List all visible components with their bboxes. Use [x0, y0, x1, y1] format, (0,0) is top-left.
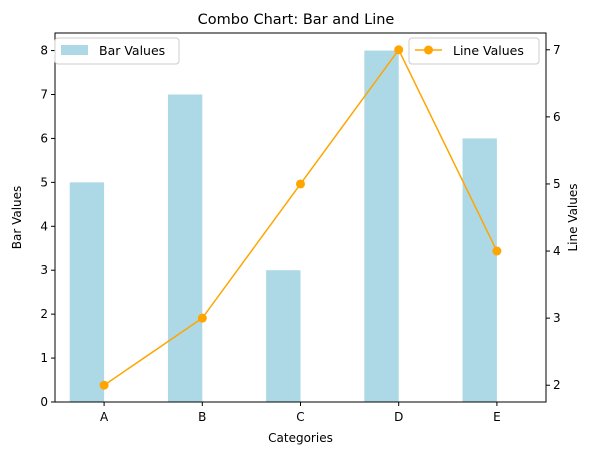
- legend-line: Line Values: [408, 37, 540, 65]
- legend-line-box: [408, 37, 540, 65]
- left-y-tick-label: 2: [40, 307, 48, 321]
- right-y-axis-ticks: 2 3 4 5 6 7: [546, 43, 561, 392]
- left-y-axis-ticks: 0 1 2 3 4 5 6 7 8: [40, 44, 55, 409]
- left-y-axis-label: Bar Values: [10, 186, 24, 250]
- left-y-tick-label: 1: [40, 351, 48, 365]
- left-y-tick-label: 4: [40, 219, 48, 233]
- line-point-C: [296, 179, 305, 189]
- right-y-axis-label: Line Values: [566, 183, 580, 251]
- legend-bar: Bar Values: [54, 37, 180, 65]
- x-axis-label: Categories: [268, 431, 333, 445]
- right-y-tick-label: 4: [553, 244, 561, 258]
- legend-line-marker: [424, 45, 433, 55]
- line-point-B: [197, 313, 207, 323]
- right-y-tick-label: 6: [553, 110, 561, 124]
- x-tick-label: C: [296, 410, 304, 424]
- line-layer: [99, 45, 502, 390]
- chart-title: Combo Chart: Bar and Line: [198, 12, 395, 28]
- line-point-E: [492, 246, 502, 256]
- left-y-tick-label: 8: [40, 44, 48, 58]
- legend-line-label: Line Values: [453, 43, 524, 58]
- bar-D: [364, 50, 399, 402]
- x-axis-ticks: A B C D E: [100, 402, 501, 424]
- bar-A: [69, 182, 105, 402]
- left-y-tick-label: 6: [40, 131, 48, 145]
- legend-bar-swatch: [61, 45, 88, 55]
- x-tick-label: E: [493, 410, 501, 424]
- x-tick-label: A: [100, 410, 109, 424]
- right-y-tick-label: 2: [553, 378, 561, 392]
- right-y-tick-label: 5: [553, 177, 561, 191]
- bar-C: [266, 270, 301, 402]
- x-tick-label: D: [394, 410, 403, 424]
- bar-E: [462, 138, 497, 402]
- line-point-D: [394, 45, 404, 55]
- legend-bar-box: [54, 37, 180, 65]
- left-y-tick-label: 3: [40, 263, 48, 277]
- right-y-tick-label: 7: [553, 43, 561, 57]
- left-y-tick-label: 7: [40, 88, 48, 102]
- left-y-tick-label: 0: [40, 395, 48, 409]
- right-y-tick-label: 3: [553, 311, 561, 325]
- line-point-A: [99, 380, 109, 390]
- legend-bar-label: Bar Values: [99, 43, 165, 58]
- left-y-tick-label: 5: [40, 175, 48, 189]
- bar-B: [167, 94, 203, 402]
- bars-layer: [69, 50, 497, 402]
- x-tick-label: B: [198, 410, 206, 424]
